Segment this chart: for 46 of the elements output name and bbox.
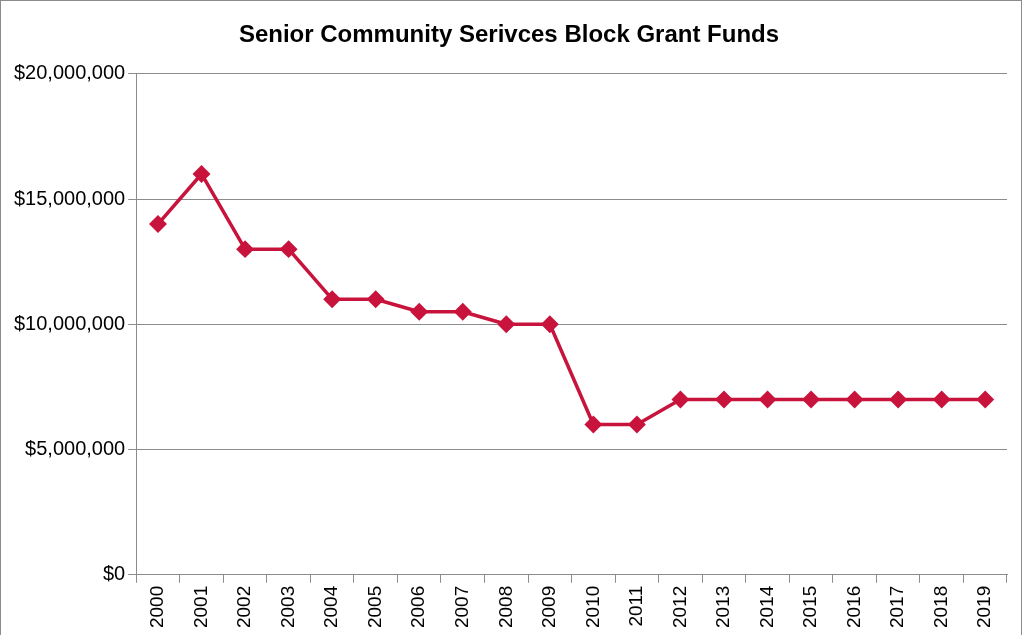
point (280, 240, 297, 258)
point (933, 391, 950, 408)
x-tick-label: 2002 (233, 585, 255, 629)
x-tick-label: 2015 (799, 585, 821, 629)
point (802, 391, 820, 408)
point (541, 316, 559, 333)
x-tick-label: 2000 (146, 585, 168, 629)
x-tick-label: 2004 (320, 585, 342, 629)
point (454, 303, 472, 320)
x-tick-label: 2016 (842, 585, 864, 629)
x-tick-label: 2003 (276, 585, 298, 629)
point (323, 290, 341, 308)
x-tick-label: 2019 (973, 585, 995, 629)
y-tick-label: $10,000,000 (13, 311, 126, 334)
x-tick-label: 2008 (494, 585, 516, 629)
x-tick-label: 2009 (538, 585, 560, 629)
point (846, 391, 863, 408)
point (976, 391, 994, 408)
point (236, 240, 254, 258)
point (628, 416, 646, 433)
point (585, 416, 602, 433)
y-tick-label: $20,000,000 (13, 61, 126, 84)
chart-title: Senior Community Serivces Block Grant Funds (238, 20, 780, 48)
point (889, 391, 907, 408)
x-tick-label: 2018 (929, 585, 951, 629)
x-tick-label: 2005 (363, 585, 385, 629)
x-tick-label: 2013 (712, 585, 734, 629)
x-tick-label: 2012 (668, 585, 690, 629)
point (367, 290, 384, 308)
x-tick-label: 2007 (451, 585, 472, 629)
x-tick-label: 2001 (189, 585, 211, 629)
y-tick-label: $0 (102, 562, 126, 585)
x-tick-label: 2010 (581, 585, 603, 629)
point (410, 303, 428, 320)
point (498, 316, 515, 333)
point (149, 215, 167, 233)
x-tick-label: 2017 (886, 585, 908, 629)
point (759, 391, 776, 408)
point (193, 165, 210, 183)
x-tick-label: 2011 (625, 585, 647, 627)
y-tick-label: $5,000,000 (25, 437, 126, 460)
point (715, 391, 733, 408)
point (672, 391, 689, 408)
y-tick-label: $15,000,000 (13, 186, 126, 209)
x-tick-label: 2014 (755, 585, 777, 629)
x-tick-label: 2006 (407, 585, 429, 629)
